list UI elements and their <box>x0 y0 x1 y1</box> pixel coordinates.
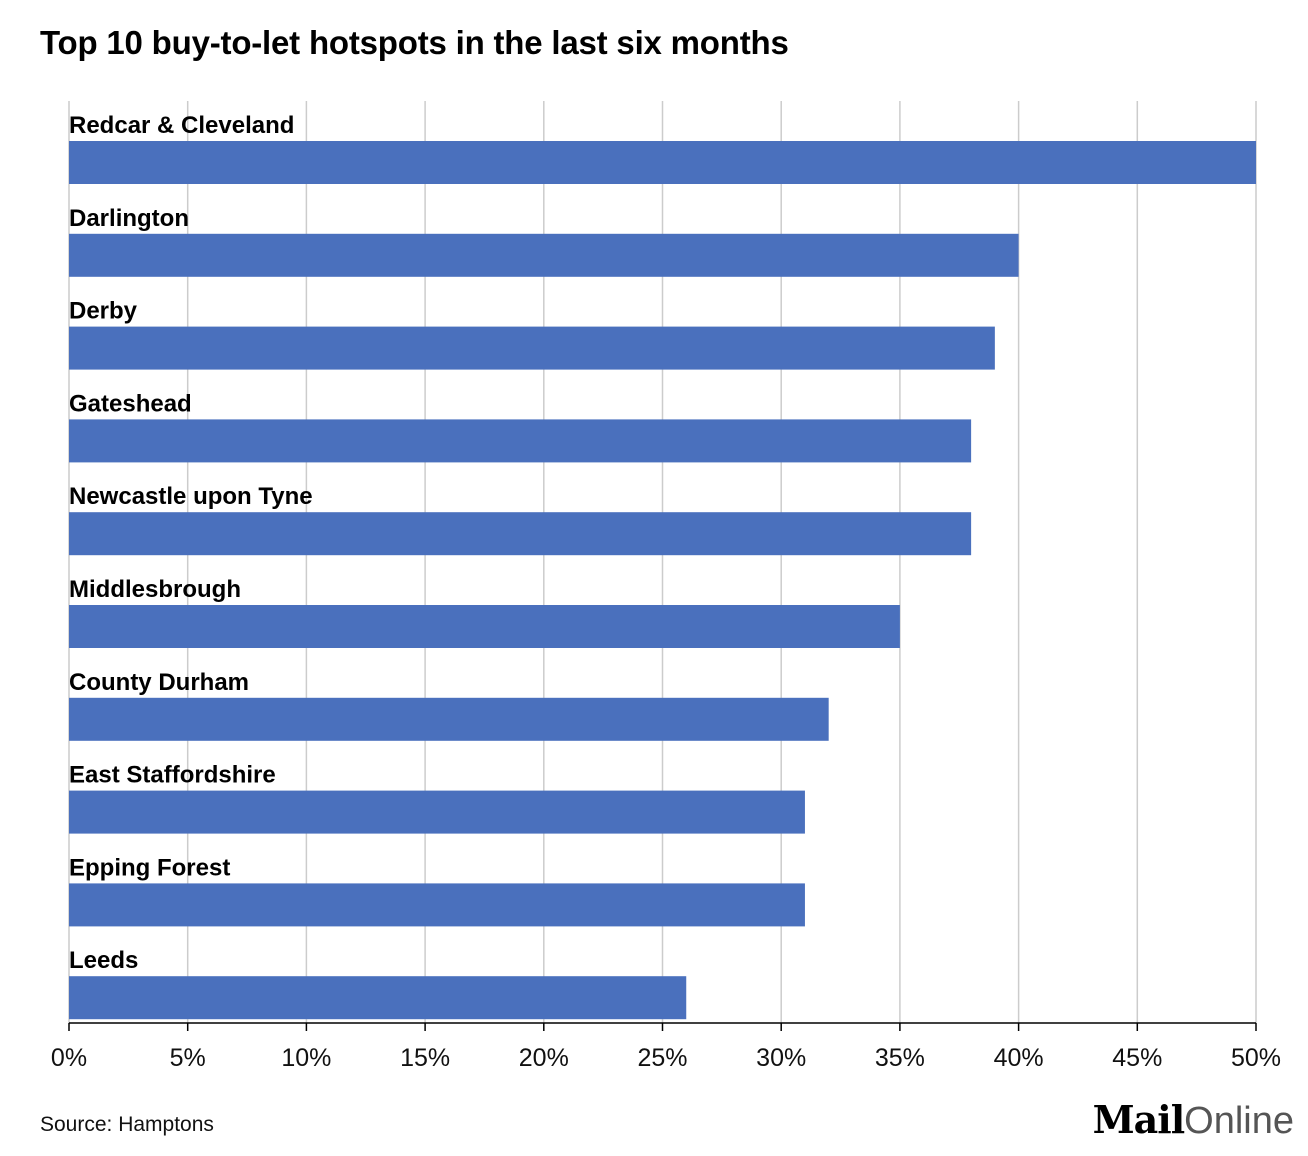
category-label: Epping Forest <box>69 854 230 881</box>
bar <box>69 790 805 834</box>
x-tick-label: 15% <box>400 1044 450 1072</box>
bar <box>69 883 805 927</box>
x-tick-label: 25% <box>637 1044 687 1072</box>
category-label: Gateshead <box>69 390 192 417</box>
bar-chart: Redcar & Cleveland Darlington Derby Gateshe… <box>51 101 1281 1072</box>
bar <box>69 326 995 370</box>
bar <box>69 419 972 463</box>
bar <box>69 512 972 556</box>
x-tick-label: 0% <box>51 1044 87 1072</box>
x-tick-label: 30% <box>756 1044 806 1072</box>
category-label: County Durham <box>69 669 249 696</box>
x-tick-label: 10% <box>281 1044 331 1072</box>
category-labels: Redcar & Cleveland Darlington Derby Gateshe… <box>69 112 313 974</box>
source-note: Source: Hamptons <box>40 1113 214 1136</box>
x-tick-label: 20% <box>519 1044 569 1072</box>
bar <box>69 141 1256 184</box>
bars <box>69 141 1256 1020</box>
brand-logo: MailOnline <box>1093 1100 1294 1142</box>
x-tick-label: 5% <box>170 1044 206 1072</box>
brand-mail-text: Mail <box>1092 1097 1186 1142</box>
bar <box>69 976 687 1020</box>
x-tick-label: 45% <box>1112 1044 1162 1072</box>
category-label: Derby <box>69 298 138 325</box>
bar <box>69 605 900 648</box>
x-tick-label: 35% <box>875 1044 925 1072</box>
category-label: Middlesbrough <box>69 576 241 603</box>
category-label: East Staffordshire <box>69 762 276 789</box>
x-axis: 0% 5% 10% 15% 20% 25% 30% 35% 40% 45% 50% <box>51 1022 1281 1072</box>
bar <box>69 697 829 741</box>
brand-online-text: Online <box>1184 1100 1294 1142</box>
category-label: Newcastle upon Tyne <box>69 483 313 510</box>
bar <box>69 233 1019 277</box>
chart-title: Top 10 buy-to-let hotspots in the last s… <box>40 24 789 61</box>
category-label: Redcar & Cleveland <box>69 112 294 139</box>
x-tick-label: 40% <box>994 1044 1044 1072</box>
x-tick-label: 50% <box>1231 1044 1281 1072</box>
category-label: Leeds <box>69 947 138 974</box>
category-label: Darlington <box>69 205 189 232</box>
